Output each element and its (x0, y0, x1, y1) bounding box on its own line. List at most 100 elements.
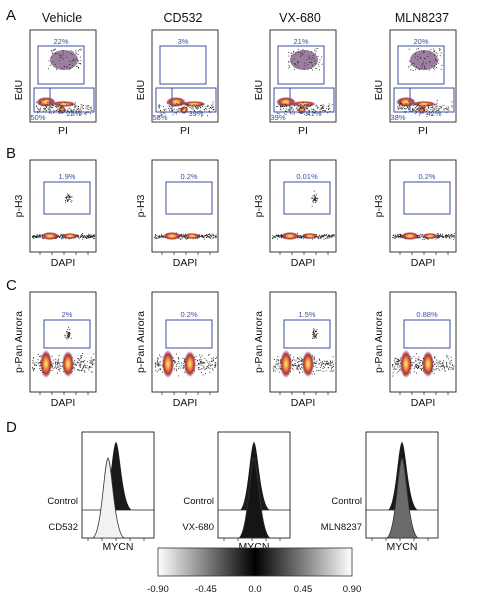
event-dot (446, 236, 448, 237)
event-dot (441, 365, 443, 367)
event-dot (316, 360, 318, 362)
event-dot (445, 237, 447, 239)
event-dot (302, 48, 304, 50)
event-dot (439, 106, 441, 107)
event-dot (83, 235, 85, 237)
event-dot (212, 369, 214, 371)
event-dot (92, 236, 94, 237)
event-dot (433, 50, 435, 52)
event-dot (315, 200, 317, 202)
event-dot (297, 357, 298, 359)
event-dot (443, 104, 445, 106)
event-dot (86, 235, 88, 237)
event-dot (330, 235, 332, 236)
event-dot (300, 369, 302, 370)
event-dot (420, 233, 422, 235)
event-dot (447, 355, 449, 357)
event-dot (195, 114, 196, 116)
event-dot (33, 236, 34, 238)
event-dot (210, 107, 211, 109)
event-dot (33, 235, 35, 237)
gate-pct-bottom-left: 58% (152, 113, 167, 122)
event-dot (318, 65, 320, 67)
event-dot (77, 362, 78, 364)
event-dot (449, 366, 450, 368)
event-dot (84, 371, 86, 373)
gate-positive (403, 319, 451, 349)
event-dot (78, 105, 79, 107)
event-dot (418, 48, 419, 49)
event-dot (65, 201, 66, 203)
event-dot (55, 110, 57, 111)
event-dot (282, 105, 284, 107)
event-dot (90, 357, 92, 359)
event-dot (86, 237, 88, 239)
event-dot (156, 237, 158, 239)
event-dot (324, 235, 325, 236)
y-axis-label: p-H3 (373, 194, 385, 217)
event-dot (415, 364, 416, 366)
event-dot (214, 364, 216, 366)
event-dot (395, 364, 397, 366)
event-dot (394, 366, 396, 368)
event-dot (159, 368, 161, 369)
event-dot (439, 50, 441, 52)
event-dot (308, 113, 310, 115)
density-cloud (50, 50, 78, 70)
event-dot (57, 108, 58, 110)
event-dot (199, 106, 201, 108)
event-dot (288, 109, 290, 111)
event-dot (89, 106, 91, 108)
event-dot (46, 106, 47, 108)
event-dot (292, 104, 294, 106)
event-dot (82, 367, 84, 369)
event-dot (213, 360, 214, 361)
sample-histogram (385, 457, 420, 539)
event-dot (300, 103, 302, 105)
event-dot (314, 359, 316, 361)
event-dot (272, 235, 274, 236)
event-dot (402, 105, 403, 107)
event-dot (397, 234, 398, 236)
event-dot (67, 108, 69, 110)
event-dot (293, 51, 294, 53)
event-dot (91, 359, 93, 361)
event-dot (160, 110, 162, 112)
event-dot (73, 109, 74, 111)
event-dot (53, 105, 55, 107)
event-dot (206, 234, 208, 236)
event-dot (422, 238, 424, 240)
event-dot (331, 370, 333, 372)
event-dot (452, 369, 454, 370)
event-dot (311, 205, 313, 207)
event-dot (397, 106, 399, 107)
event-dot (212, 359, 214, 361)
event-dot (68, 194, 70, 196)
event-dot (212, 103, 214, 105)
event-dot (159, 237, 160, 238)
event-dot (444, 370, 446, 372)
event-dot (316, 329, 318, 330)
event-dot (183, 236, 185, 238)
event-dot (416, 372, 417, 374)
event-dot (80, 48, 82, 50)
event-dot (215, 365, 216, 367)
event-dot (193, 103, 195, 105)
event-dot (313, 330, 315, 332)
event-dot (412, 109, 413, 111)
event-dot (418, 102, 420, 104)
event-dot (201, 235, 202, 237)
event-dot (175, 361, 177, 363)
event-dot (293, 109, 295, 111)
event-dot (445, 236, 447, 238)
event-dot (415, 110, 417, 112)
event-dot (93, 234, 94, 236)
event-dot (88, 109, 90, 110)
event-dot (71, 109, 73, 111)
event-dot (435, 51, 437, 53)
event-dot (46, 104, 48, 106)
event-dot (398, 102, 400, 104)
event-dot (306, 106, 308, 108)
event-dot (297, 110, 299, 111)
event-dot (436, 100, 438, 101)
